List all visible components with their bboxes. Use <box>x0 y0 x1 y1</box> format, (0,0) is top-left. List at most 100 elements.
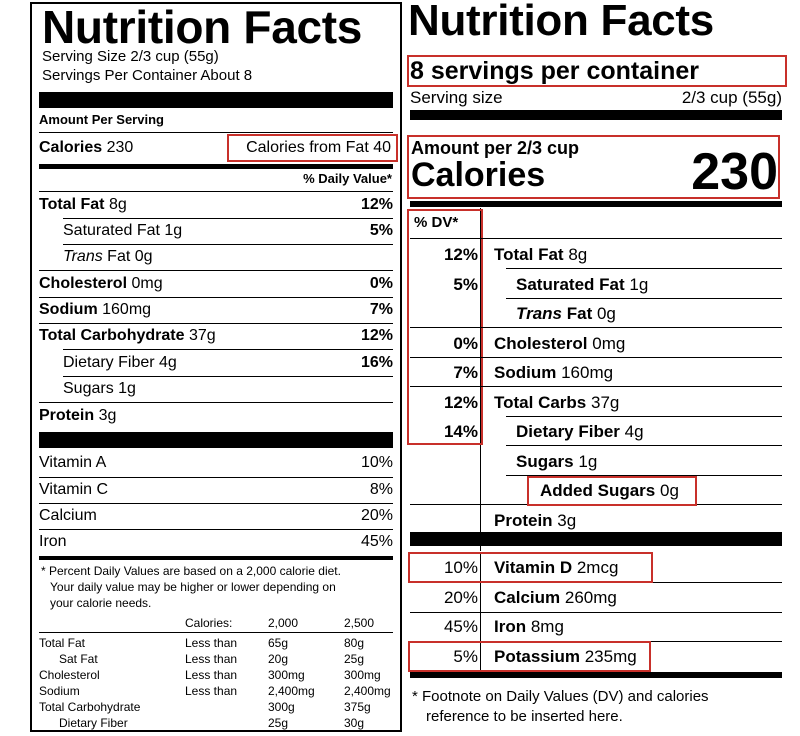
old-ft-2000: 2,000 <box>268 616 299 630</box>
highlight-box <box>407 135 780 199</box>
new-nutrient-dv: 14% <box>443 422 478 441</box>
new-nutrient-row: 7% Sodium 160mg <box>410 358 790 387</box>
new-nutrient-row: Protein 3g <box>410 506 790 535</box>
old-ft-2500: 2,500 <box>344 616 375 630</box>
old-nutrition-label: Nutrition Facts Serving Size 2/3 cup (55… <box>30 1 402 732</box>
new-nutrient-amount: 0g <box>659 481 679 500</box>
new-serving-size-label: Serving size <box>410 88 503 107</box>
old-row-cholesterol: Cholesterol 0mg 0% <box>39 275 393 292</box>
highlight-box <box>227 134 398 162</box>
old-row-vitamin-a: Vitamin A 10% <box>39 454 393 471</box>
old-row-iron: Iron 45% <box>39 533 393 550</box>
old-row-sodium: Sodium 160mg 7% <box>39 301 393 318</box>
new-nutrient-suffix: Fat <box>566 304 593 323</box>
old-label-title: Nutrition Facts <box>42 1 363 53</box>
new-nutrition-label: Nutrition Facts 8 servings per container… <box>404 0 796 732</box>
new-nutrient-label: Dietary Fiber <box>516 422 620 441</box>
old-calories-row: Calories 230 Calories from Fat 40 <box>39 136 393 160</box>
new-nutrient-amount: 160mg <box>561 363 614 382</box>
new-vitamin-row: 10% Vitamin D 2mcg <box>410 553 790 582</box>
new-vitamin-dv: 5% <box>453 646 478 666</box>
new-nutrient-label: Cholesterol <box>494 333 588 353</box>
new-vitamin-name: Calcium 260mg <box>494 583 617 612</box>
divider <box>410 327 782 328</box>
new-nutrient-dv: 12% <box>443 392 478 412</box>
new-nutrient-label: Saturated Fat <box>516 274 625 294</box>
old-calories-label: Calories <box>39 139 103 156</box>
new-vitamin-label: Potassium <box>494 646 580 666</box>
old-row-calcium: Calcium 20% <box>39 507 393 524</box>
new-vitamin-name: Potassium 235mg <box>494 642 637 671</box>
old-serving-size: Serving Size 2/3 cup (55g) <box>42 48 219 65</box>
new-nutrient-label: Added Sugars <box>540 481 656 500</box>
new-nutrient-row: 0% Cholesterol 0mg <box>410 329 790 358</box>
new-vitamin-name: Iron 8mg <box>494 612 564 641</box>
old-ft-cell: 300g <box>268 700 295 714</box>
new-nutrient-label: Total Fat <box>494 245 564 264</box>
medium-divider <box>410 672 782 678</box>
new-nutrient-amount: 37g <box>591 392 620 412</box>
divider <box>506 268 782 269</box>
thick-divider <box>39 432 393 448</box>
divider <box>506 474 782 476</box>
divider <box>506 297 782 299</box>
new-vitamin-name: Vitamin D 2mcg <box>494 553 618 582</box>
old-row-sugars: Sugars 1g <box>63 380 136 397</box>
old-amount-per-serving: Amount Per Serving <box>39 112 164 127</box>
new-vitamin-amount: 8mg <box>530 617 564 636</box>
old-ft-cell: 375g <box>344 700 371 714</box>
old-row-saturated-fat: Saturated Fat 1g 5% <box>63 222 393 239</box>
old-row-vitamin-c: Vitamin C 8% <box>39 481 393 498</box>
old-ft-cell: Less than <box>185 652 238 666</box>
new-nutrient-row: 12% Total Carbs 37g <box>410 388 790 417</box>
new-nutrient-row: Sugars 1g <box>410 447 790 476</box>
old-ft-cell: Less than <box>185 668 238 682</box>
new-label-title: Nutrition Facts <box>408 0 714 45</box>
old-ft-cell: Total Carbohydrate <box>39 700 141 714</box>
new-vitamin-row: 20% Calcium 260mg <box>410 583 790 612</box>
old-ft-cell: 25g <box>268 716 289 730</box>
old-ft-cell: Less than <box>185 684 238 698</box>
new-nutrient-name: Total Carbs 37g <box>494 388 619 417</box>
new-nutrient-name: Cholesterol 0mg <box>494 329 625 358</box>
old-footnote-line-3: your calorie needs. <box>50 596 152 610</box>
new-nutrient-row: 12% Total Fat 8g <box>410 240 790 269</box>
new-nutrient-row: Trans Fat 0g <box>410 299 790 328</box>
new-nutrient-label: Protein <box>494 510 553 530</box>
divider <box>39 191 393 192</box>
new-footnote-line-2: reference to be inserted here. <box>426 708 623 725</box>
new-nutrient-dv: 5% <box>453 274 478 294</box>
old-ft-cell: 65g <box>268 636 289 650</box>
old-ft-calories-label: Calories: <box>185 616 233 630</box>
new-vitamin-dv: 45% <box>443 617 478 636</box>
new-vitamin-dv: 20% <box>443 587 478 607</box>
new-nutrient-name: Total Fat 8g <box>494 240 587 269</box>
new-vitamin-amount: 2mcg <box>576 558 619 577</box>
divider <box>506 445 782 446</box>
highlight-box <box>527 476 697 506</box>
old-servings-per-container: Servings Per Container About 8 <box>42 67 253 84</box>
old-ft-cell: Sodium <box>39 684 80 698</box>
new-vitamin-row: 45% Iron 8mg <box>410 612 790 641</box>
medium-divider <box>39 556 393 560</box>
old-row-protein: Protein 3g <box>39 407 117 424</box>
old-ft-cell: Sat Fat <box>59 652 98 666</box>
thick-divider <box>39 92 393 108</box>
new-vitamin-label: Calcium <box>494 587 561 607</box>
old-ft-cell: 80g <box>344 636 365 650</box>
new-nutrient-row: 5% Saturated Fat 1g <box>410 270 790 299</box>
old-ft-cell: Less than <box>185 636 238 650</box>
new-calories-label: Calories <box>411 156 546 194</box>
new-nutrient-label: Trans <box>516 304 562 323</box>
new-nutrient-name: Sugars 1g <box>516 447 597 476</box>
dv-column-divider <box>480 208 481 551</box>
new-nutrient-dv: 7% <box>453 363 478 382</box>
old-ft-cell: 300mg <box>268 668 305 682</box>
new-vitamin-label: Vitamin D <box>494 558 573 577</box>
old-calories-value: 230 <box>106 139 134 156</box>
highlight-box <box>408 552 653 583</box>
new-nutrient-name: Dietary Fiber 4g <box>516 417 644 446</box>
new-nutrient-dv: 12% <box>443 245 478 264</box>
new-vitamin-amount: 260mg <box>564 587 617 607</box>
